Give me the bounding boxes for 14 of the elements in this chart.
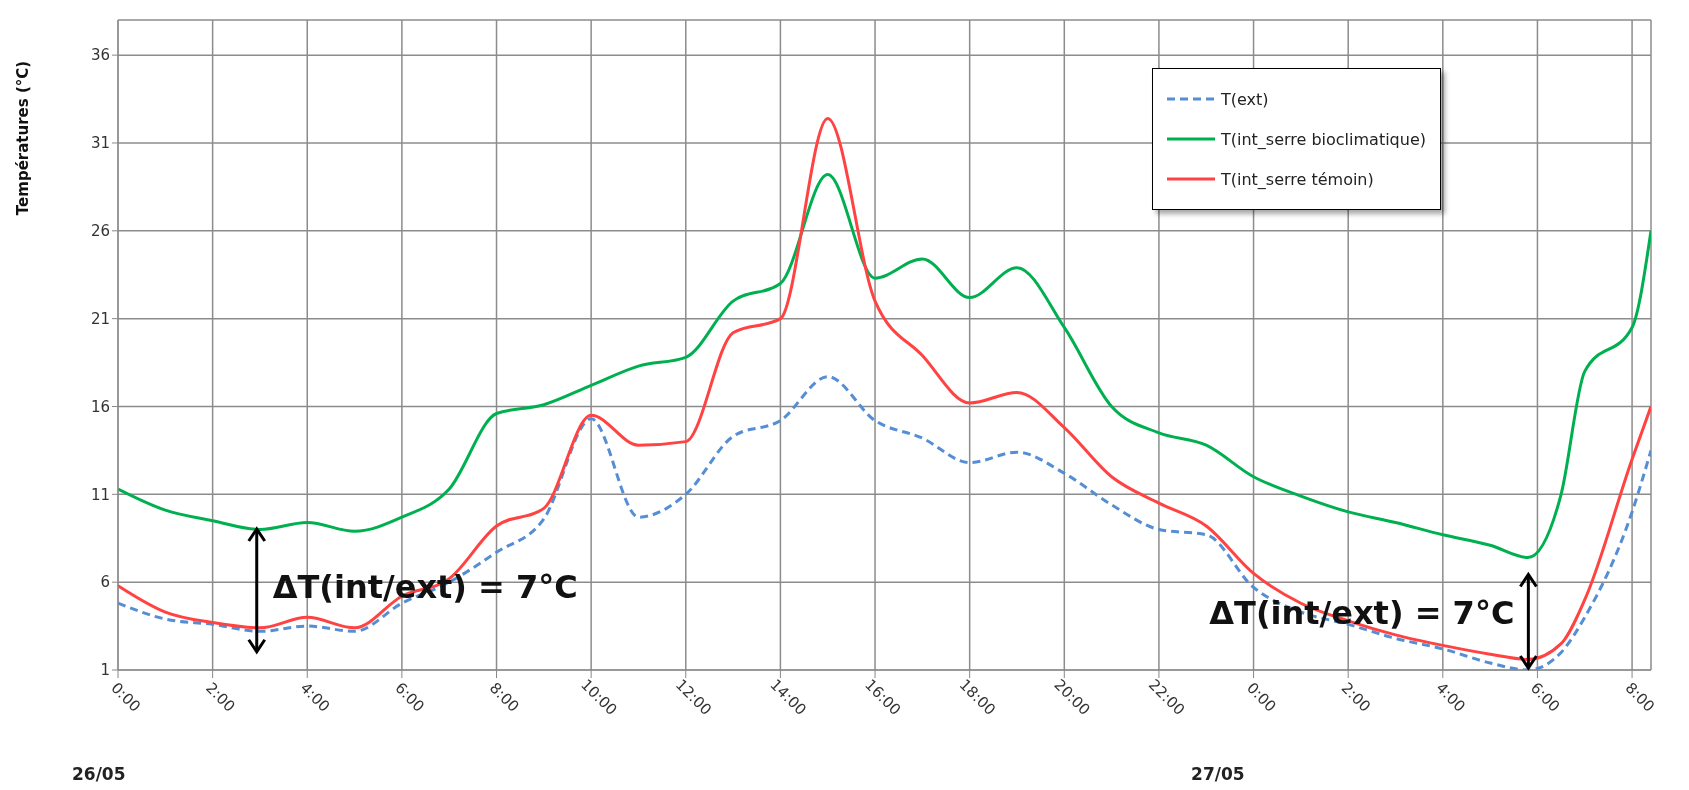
y-tick-label: 26 <box>90 222 110 241</box>
y-tick-label: 1 <box>100 661 110 680</box>
y-axis-title: Températures (°C) <box>14 60 33 216</box>
y-tick-label: 31 <box>90 134 110 153</box>
legend-label: T(ext) <box>1220 89 1269 109</box>
legend-label: T(int_serre bioclimatique) <box>1220 129 1426 149</box>
y-tick-label: 16 <box>90 397 110 416</box>
legend-label: T(int_serre témoin) <box>1220 169 1374 189</box>
text: 27/05 <box>1191 764 1245 784</box>
text: 26/05 <box>72 764 126 784</box>
y-tick-label: 6 <box>100 573 110 592</box>
y-tick-label: 11 <box>90 485 110 504</box>
y-tick-label: 21 <box>90 309 110 328</box>
y-tick-label: 36 <box>90 46 110 65</box>
